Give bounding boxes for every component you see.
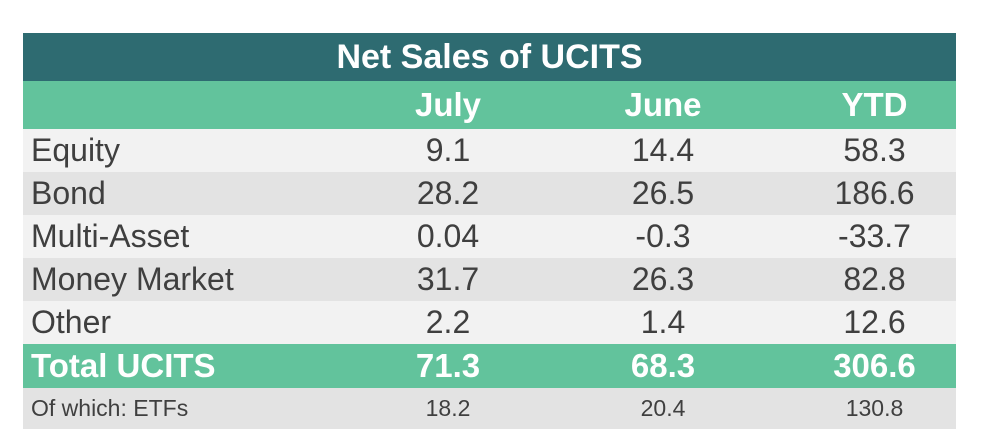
etf-row: Of which: ETFs 18.2 20.4 130.8 — [23, 388, 956, 429]
table-cell: 0.04 — [416, 218, 480, 254]
total-cell-june: 68.3 — [630, 347, 696, 384]
row-label: Other — [31, 304, 112, 340]
net-sales-table: Net Sales of UCITS July June YTD Equity … — [23, 33, 956, 429]
table-cell: 9.1 — [425, 132, 471, 168]
table-row: Multi-Asset 0.04 -0.3 -33.7 — [23, 215, 956, 258]
etf-cell-ytd: 130.8 — [845, 395, 904, 421]
table-cell: 31.7 — [416, 261, 480, 297]
table-cell: 26.5 — [631, 175, 695, 211]
total-row: Total UCITS 71.3 68.3 306.6 — [23, 344, 956, 388]
table-cell: 82.8 — [843, 261, 906, 297]
header-cell-june: June — [624, 86, 702, 123]
row-label: Bond — [31, 175, 106, 211]
table-cell: 186.6 — [834, 175, 915, 211]
table-cell: -33.7 — [838, 218, 911, 254]
row-label: Money Market — [31, 261, 234, 297]
header-cell-july: July — [414, 86, 482, 123]
table-cell: 14.4 — [631, 132, 695, 168]
etf-cell-june: 20.4 — [640, 395, 686, 421]
etf-cell-july: 18.2 — [425, 395, 471, 421]
table-title: Net Sales of UCITS — [23, 33, 956, 81]
table-cell: 28.2 — [416, 175, 480, 211]
table-cell: 2.2 — [425, 304, 471, 340]
total-label: Total UCITS — [31, 347, 216, 384]
table-cell: 26.3 — [631, 261, 695, 297]
header-row: July June YTD — [23, 81, 956, 129]
total-cell-july: 71.3 — [415, 347, 481, 384]
table-row: Equity 9.1 14.4 58.3 — [23, 129, 956, 172]
etf-label: Of which: ETFs — [31, 395, 189, 421]
table-row: Bond 28.2 26.5 186.6 — [23, 172, 956, 215]
table-cell: 12.6 — [843, 304, 906, 340]
table-cell: -0.3 — [635, 218, 691, 254]
row-label: Equity — [31, 132, 120, 168]
table-row: Other 2.2 1.4 12.6 — [23, 301, 956, 344]
table-row: Money Market 31.7 26.3 82.8 — [23, 258, 956, 301]
header-cell-ytd: YTD — [841, 86, 908, 123]
row-label: Multi-Asset — [31, 218, 190, 254]
total-cell-ytd: 306.6 — [833, 347, 916, 384]
table-cell: 1.4 — [640, 304, 686, 340]
table-cell: 58.3 — [843, 132, 906, 168]
